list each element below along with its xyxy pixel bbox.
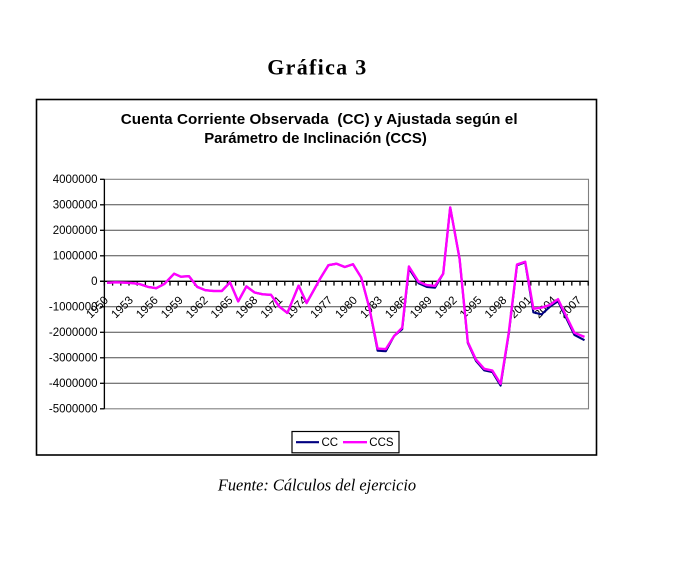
svg-text:-2000000: -2000000: [49, 327, 98, 339]
svg-text:CCS: CCS: [369, 437, 394, 449]
svg-text:CC: CC: [322, 437, 339, 449]
svg-text:Gráfica 3: Gráfica 3: [267, 54, 367, 79]
svg-text:4000000: 4000000: [53, 174, 98, 186]
svg-text:0: 0: [91, 276, 97, 288]
svg-text:Cuenta Corriente Observada (C: Cuenta Corriente Observada (CC) y Ajusta…: [121, 111, 518, 128]
svg-text:-1000000: -1000000: [49, 302, 98, 314]
svg-text:2000000: 2000000: [53, 225, 98, 237]
svg-text:3000000: 3000000: [53, 200, 98, 212]
svg-text:Parámetro de Inclinación (CCS): Parámetro de Inclinación (CCS): [204, 131, 427, 147]
svg-text:1000000: 1000000: [53, 251, 98, 263]
svg-text:-5000000: -5000000: [49, 404, 98, 416]
svg-text:-4000000: -4000000: [49, 378, 98, 390]
svg-text:-3000000: -3000000: [49, 353, 98, 365]
svg-text:Fuente: Cálculos del ejercicio: Fuente: Cálculos del ejercicio: [217, 476, 416, 495]
